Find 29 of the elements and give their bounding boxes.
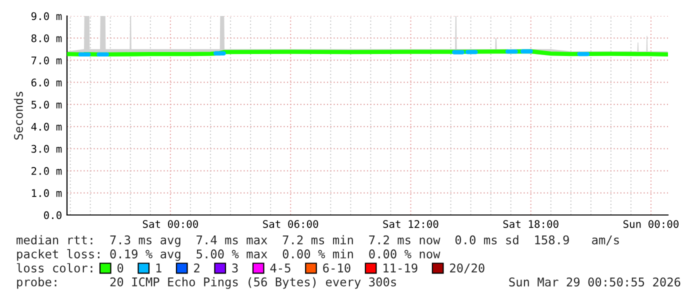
x-tick-label: Sat 06:00 xyxy=(263,220,318,228)
legend-label: 3 xyxy=(232,263,238,272)
text: probe: 20 ICMP Echo Pings (56 Bytes) every 300s xyxy=(17,277,396,289)
y-axis-title: Seconds xyxy=(14,92,23,140)
x-tick-label: Sat 00:00 xyxy=(142,220,198,228)
legend-label: 0 xyxy=(118,263,124,272)
y-tick-label: 4.0 m xyxy=(31,122,62,131)
x-tick-label: Sun 00:00 xyxy=(623,220,679,228)
text: packet loss: 0.19 % avg 5.00 % max 0.00 % min 0.00 % now xyxy=(17,249,440,261)
text: median rtt: 7.3 ms avg 7.4 ms max 7.2 ms min 7.2 ms now 0.0 ms sd 158.9 am/s xyxy=(16,235,619,247)
legend-label: 1 xyxy=(156,264,162,272)
legend-label: 6-10 xyxy=(323,263,350,272)
legend-label: 4-5 xyxy=(270,264,290,272)
y-tick-label: 3.0 m xyxy=(31,144,62,153)
y-tick-label: 1.0 m xyxy=(32,189,62,198)
x-tick-label: Sat 18:00 xyxy=(503,220,558,228)
y-tick-label: 7.0 m xyxy=(31,56,62,64)
legend-label: 11-19 xyxy=(384,263,418,272)
legend-label: 2 xyxy=(194,263,200,272)
y-tick-label: 2.0 m xyxy=(32,167,62,175)
legend-title: loss color: xyxy=(16,263,92,272)
text: Sun Mar 29 00:50:55 2026 xyxy=(509,277,680,286)
x-tick-label: Sat 12:00 xyxy=(383,220,438,228)
y-tick-label: 5.0 m xyxy=(32,100,62,109)
y-tick-label: 0.0 xyxy=(44,211,62,220)
legend-label: 20/20 xyxy=(450,263,484,274)
y-tick-label: 6.0 m xyxy=(31,78,62,86)
y-tick-label: 8.0 m xyxy=(31,34,62,42)
y-tick-label: 9.0 m xyxy=(31,12,62,20)
